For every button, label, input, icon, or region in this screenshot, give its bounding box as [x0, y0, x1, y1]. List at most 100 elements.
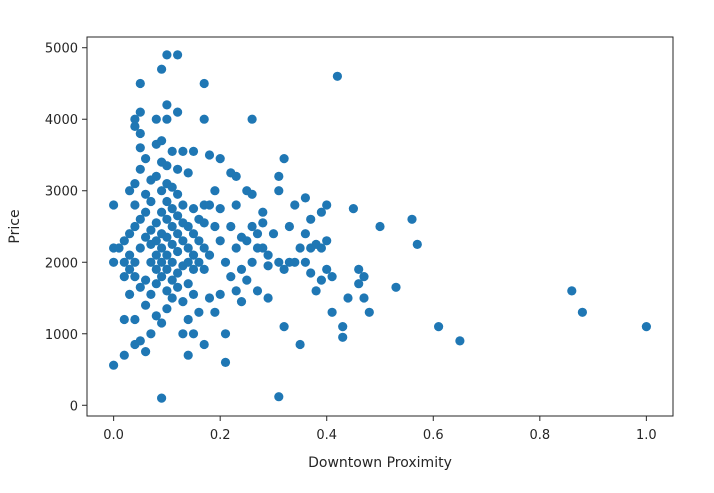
scatter-point — [151, 171, 161, 181]
scatter-point — [188, 329, 199, 339]
scatter-point — [252, 229, 263, 239]
y-tick-label: 2000 — [45, 256, 78, 271]
scatter-point — [300, 229, 310, 239]
scatter-point — [141, 300, 151, 310]
y-tick-label: 5000 — [45, 42, 78, 57]
x-axis-label: Downtown Proximity — [308, 455, 452, 471]
scatter-point — [119, 257, 129, 267]
scatter-point — [199, 264, 209, 274]
scatter-point — [348, 204, 358, 214]
scatter-point — [146, 329, 156, 339]
scatter-point — [252, 286, 263, 296]
scatter-point — [220, 257, 231, 267]
scatter-point — [188, 204, 199, 214]
scatter-point — [173, 211, 183, 221]
x-tick-label: 1.0 — [636, 428, 657, 443]
scatter-point — [135, 78, 145, 89]
scatter-point — [109, 360, 119, 370]
x-tick-label: 0.2 — [210, 428, 231, 443]
scatter-point — [151, 236, 161, 246]
scatter-point — [173, 107, 183, 117]
scatter-point — [135, 128, 145, 139]
scatter-point — [354, 279, 364, 289]
scatter-point — [130, 200, 140, 210]
scatter-point — [157, 207, 167, 217]
scatter-point — [146, 257, 156, 267]
scatter-point — [135, 107, 145, 117]
scatter-point — [274, 257, 284, 267]
scatter-point — [247, 189, 257, 199]
scatter-point — [167, 221, 177, 232]
scatter-point — [284, 221, 294, 232]
scatter-point — [130, 121, 140, 131]
scatter-point — [199, 78, 209, 89]
scatter-point — [247, 257, 257, 267]
scatter-point — [151, 218, 161, 228]
scatter-point — [274, 186, 284, 196]
scatter-point — [295, 339, 305, 350]
scatter-point — [162, 286, 172, 296]
scatter-point — [167, 257, 177, 267]
scatter-point — [268, 229, 279, 239]
scatter-point — [204, 250, 215, 260]
scatter-point — [125, 264, 135, 274]
scatter-point — [204, 200, 215, 210]
y-tick-label: 4000 — [45, 113, 78, 128]
scatter-point — [258, 207, 268, 217]
scatter-point — [364, 307, 374, 317]
scatter-point — [162, 50, 172, 60]
scatter-point — [247, 221, 257, 232]
scatter-point — [199, 114, 209, 124]
scatter-point — [162, 114, 172, 124]
scatter-point — [188, 250, 199, 260]
scatter-point — [178, 146, 188, 156]
scatter-point — [306, 214, 316, 224]
scatter-point — [135, 336, 145, 346]
scatter-point — [135, 282, 145, 292]
scatter-point — [157, 186, 167, 196]
scatter-point — [141, 189, 151, 199]
scatter-point — [119, 236, 129, 246]
scatter-point — [162, 304, 172, 314]
scatter-point — [167, 204, 177, 214]
scatter-point — [183, 168, 193, 178]
scatter-point — [311, 286, 321, 296]
scatter-point — [157, 257, 167, 267]
scatter-point — [407, 214, 417, 224]
scatter-point — [151, 311, 161, 321]
scatter-point — [434, 322, 444, 332]
scatter-point — [210, 307, 220, 317]
scatter-point — [130, 257, 140, 267]
scatter-point — [258, 218, 268, 228]
scatter-point — [173, 282, 183, 292]
scatter-point — [119, 272, 129, 282]
scatter-point — [215, 204, 225, 214]
scatter-point — [220, 329, 231, 339]
scatter-point — [215, 236, 225, 246]
scatter-point — [151, 279, 161, 289]
scatter-point — [162, 100, 172, 110]
scatter-point — [359, 272, 369, 282]
scatter-point — [178, 329, 188, 339]
scatter-point — [375, 221, 385, 232]
scatter-point — [188, 289, 199, 299]
scatter-point — [263, 293, 273, 303]
scatter-point — [167, 239, 177, 249]
scatter-point — [231, 286, 241, 296]
scatter-point — [157, 243, 167, 253]
scatter-point — [359, 293, 369, 303]
y-axis-ticks: 0 1000 2000 3000 4000 5000 — [45, 42, 87, 414]
scatter-point — [151, 264, 161, 274]
scatter-point — [316, 207, 326, 217]
scatter-point — [199, 218, 209, 228]
scatter-point — [263, 250, 273, 260]
scatter-point — [183, 314, 193, 325]
scatter-point — [242, 236, 252, 246]
scatter-point — [338, 322, 348, 332]
scatter-point — [300, 257, 310, 267]
scatter-point — [300, 193, 310, 203]
scatter-point — [109, 200, 119, 210]
scatter-point — [231, 243, 241, 253]
scatter-point — [167, 275, 177, 285]
scatter-point — [146, 289, 156, 299]
